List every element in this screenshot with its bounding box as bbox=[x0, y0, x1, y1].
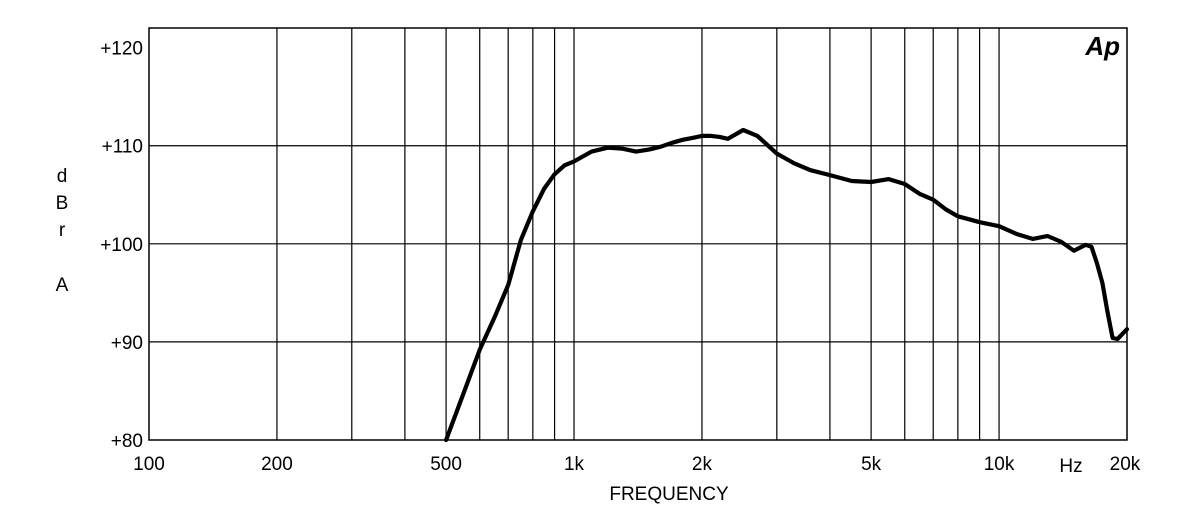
x-axis-unit: Hz bbox=[1059, 456, 1082, 477]
y-tick-label: +100 bbox=[100, 235, 143, 256]
y-tick-labels: +80 +90 +100 +110 +120 bbox=[100, 39, 143, 452]
x-tick-label: 5k bbox=[861, 454, 882, 475]
x-tick-label: 1k bbox=[564, 454, 585, 475]
series-line bbox=[444, 127, 1130, 443]
x-tick-label: 20k bbox=[1110, 454, 1141, 475]
grid-lines bbox=[149, 28, 1127, 440]
x-tick-label: 500 bbox=[430, 454, 462, 475]
y-tick-label: +90 bbox=[111, 333, 143, 354]
y-axis-label-letter: A bbox=[56, 275, 69, 296]
x-tick-label: 100 bbox=[133, 454, 165, 475]
y-tick-label: +120 bbox=[100, 39, 143, 60]
y-axis-label: dBr A bbox=[56, 166, 69, 296]
x-tick-labels: 100 200 500 1k 2k 5k 10k 20k bbox=[133, 454, 1141, 475]
x-tick-label: 10k bbox=[984, 454, 1015, 475]
ap-logo: Ap bbox=[1084, 31, 1120, 61]
y-tick-label: +110 bbox=[102, 137, 143, 158]
x-tick-label: 200 bbox=[261, 454, 293, 475]
plot-frame bbox=[148, 27, 1128, 441]
x-axis-title: FREQUENCY bbox=[609, 484, 729, 505]
y-axis-label-letter: r bbox=[59, 220, 66, 241]
y-axis-label-letter: d bbox=[57, 166, 68, 187]
x-tick-label: 2k bbox=[692, 454, 713, 475]
y-axis-label-letter: B bbox=[56, 193, 69, 214]
y-tick-label: +80 bbox=[111, 431, 143, 452]
